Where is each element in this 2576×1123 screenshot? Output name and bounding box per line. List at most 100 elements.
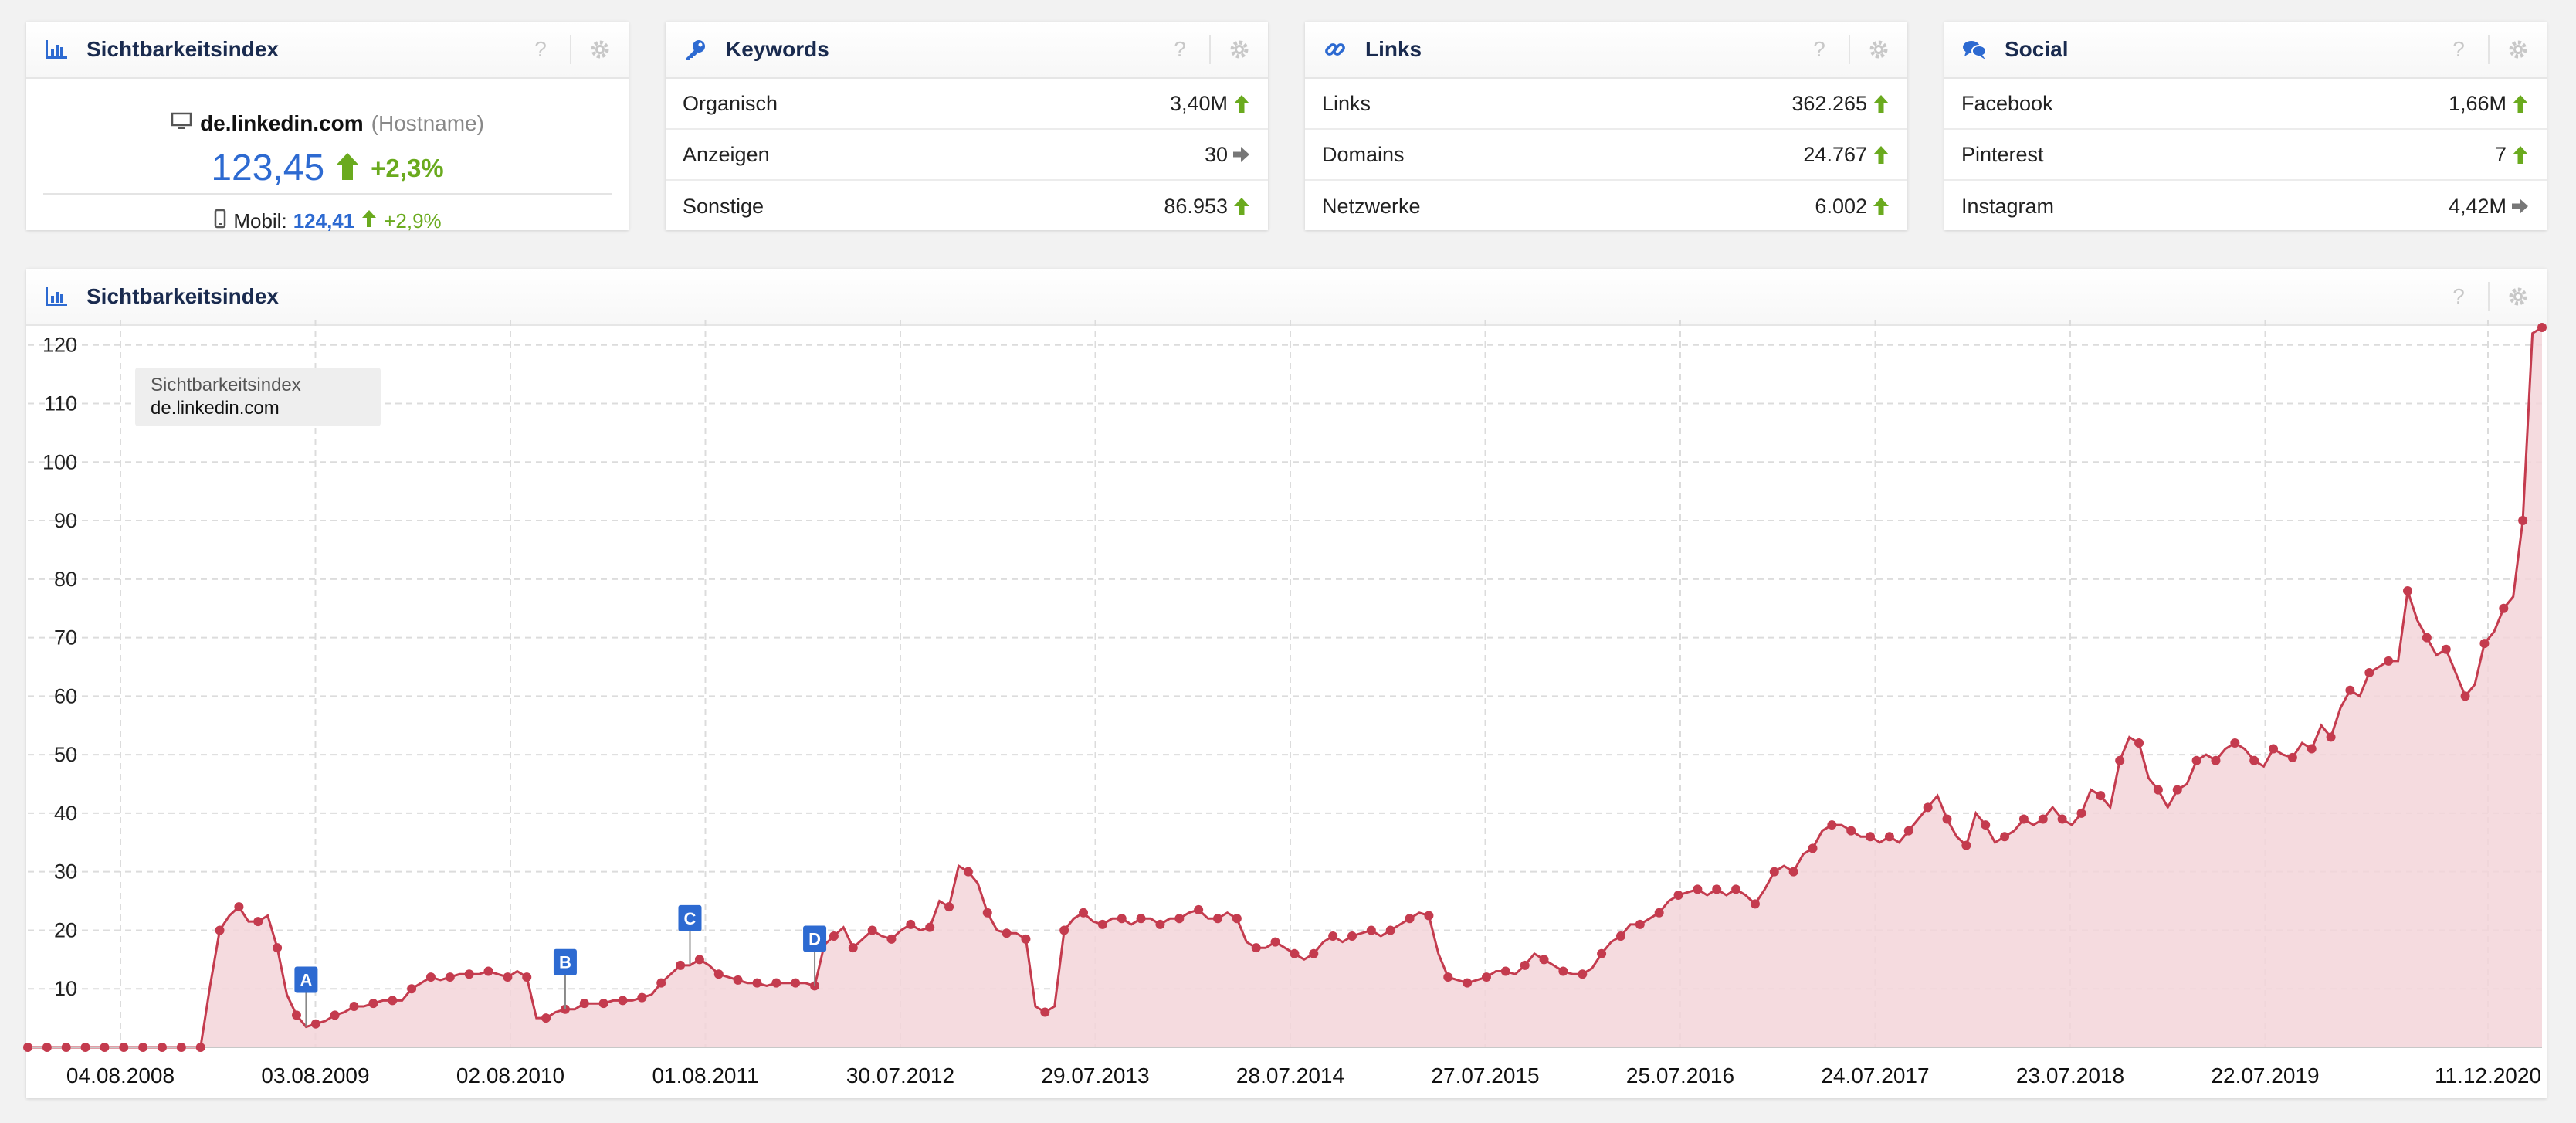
data-point (503, 972, 513, 982)
data-point (1942, 814, 1952, 824)
list-item: Pinterest 7 (1944, 130, 2547, 181)
visibility-card-title: Sichtbarkeitsindex (86, 37, 279, 61)
data-point (1693, 884, 1703, 894)
desktop-icon (171, 111, 192, 136)
row-label[interactable]: Organisch (683, 91, 778, 115)
arrow-up-icon (334, 151, 361, 185)
x-tick-label: 11.12.2020 (2435, 1064, 2541, 1087)
data-point (1002, 928, 1012, 938)
gear-icon[interactable] (1228, 38, 1251, 61)
data-point (637, 992, 647, 1003)
mobile-line: Mobil: 124,41 +2,9% (26, 209, 629, 234)
row-label[interactable]: Anzeigen (683, 142, 770, 166)
data-point (176, 1043, 186, 1052)
row-label[interactable]: Sonstige (683, 194, 764, 218)
data-point (2153, 785, 2163, 795)
links-card-title: Links (1365, 37, 1422, 61)
link-icon (1322, 36, 1348, 63)
y-tick-label: 100 (42, 450, 77, 473)
mobile-change: +2,9% (384, 209, 442, 232)
data-point (982, 908, 992, 918)
hostname[interactable]: de.linkedin.com (200, 111, 364, 135)
gear-icon[interactable] (588, 38, 612, 61)
data-point (2384, 656, 2394, 666)
links-rows: Links 362.265 Domains 24.767 Netzwerke 6… (1305, 79, 1907, 232)
gear-icon[interactable] (2507, 38, 2530, 61)
data-point (1040, 1007, 1050, 1017)
row-label[interactable]: Links (1322, 91, 1371, 115)
keywords-card: Keywords ? Organisch 3,40M Anzeigen 30 S… (666, 22, 1268, 230)
data-point (1481, 972, 1491, 982)
data-point (61, 1043, 71, 1052)
links-card: Links ? Links 362.265 Domains 24.767 Net… (1305, 22, 1907, 230)
data-point (1712, 884, 1722, 894)
row-value: 4,42M (2448, 194, 2507, 218)
social-rows: Facebook 1,66M Pinterest 7 Instagram 4,4… (1944, 79, 2547, 232)
x-tick-label: 04.08.2008 (66, 1064, 175, 1087)
data-point (733, 975, 743, 985)
data-point (1117, 914, 1127, 924)
x-tick-label: 23.07.2018 (2016, 1064, 2124, 1087)
data-point (2018, 814, 2029, 824)
event-marker-c (678, 904, 702, 931)
data-point (2460, 691, 2470, 701)
data-point (867, 925, 877, 935)
data-point (2269, 744, 2279, 754)
list-item: Links 362.265 (1305, 79, 1907, 130)
data-point (2076, 808, 2086, 818)
keywords-card-tools: ? (1164, 22, 1251, 77)
data-point (425, 972, 436, 982)
visibility-card: Sichtbarkeitsindex ? de.linkedin.com (Ho… (26, 22, 629, 233)
data-point (1884, 832, 1894, 842)
arrow-up-icon (1873, 95, 1889, 113)
data-point (388, 996, 398, 1006)
row-label[interactable]: Instagram (1961, 194, 2055, 218)
help-icon[interactable]: ? (2452, 284, 2465, 308)
visibility-card-body: de.linkedin.com (Hostname) 123,45 +2,3% … (26, 79, 629, 233)
data-point (1385, 925, 1395, 935)
row-label[interactable]: Pinterest (1961, 142, 2044, 166)
arrow-up-icon (1234, 95, 1249, 113)
help-icon[interactable]: ? (2452, 37, 2465, 61)
x-tick-label: 30.07.2012 (846, 1064, 954, 1087)
visibility-card-tools: ? (525, 22, 612, 77)
data-point (1615, 931, 1625, 941)
data-point (1309, 948, 1319, 958)
data-point (1443, 972, 1453, 982)
data-point (42, 1043, 52, 1052)
hostname-note: (Hostname) (371, 111, 484, 135)
row-label[interactable]: Domains (1322, 142, 1405, 166)
x-tick-label: 03.08.2009 (261, 1064, 369, 1087)
data-point (2191, 755, 2201, 765)
gear-icon[interactable] (2507, 285, 2530, 308)
data-point (330, 1010, 340, 1020)
data-point (1635, 919, 1645, 929)
y-tick-label: 10 (54, 977, 77, 1000)
gear-icon[interactable] (1867, 38, 1890, 61)
arrow-up-icon (361, 209, 378, 234)
data-point (253, 917, 263, 927)
data-point (886, 934, 897, 944)
list-item: Sonstige 86.953 (666, 181, 1268, 232)
data-point (2403, 585, 2413, 595)
data-point (1520, 960, 1530, 970)
help-icon[interactable]: ? (534, 37, 547, 61)
row-label[interactable]: Facebook (1961, 91, 2053, 115)
row-label[interactable]: Netzwerke (1322, 194, 1421, 218)
help-icon[interactable]: ? (1174, 37, 1186, 61)
data-point (2096, 791, 2106, 801)
key-icon (683, 36, 709, 63)
help-icon[interactable]: ? (1813, 37, 1825, 61)
data-point (963, 867, 973, 877)
data-point (1174, 914, 1185, 924)
data-point (2499, 603, 2509, 613)
chart-area (28, 327, 2542, 1047)
data-point (676, 960, 686, 970)
data-point (1769, 867, 1779, 877)
data-point (1366, 925, 1376, 935)
data-point (771, 978, 781, 988)
data-point (1558, 966, 1568, 976)
links-card-tools: ? (1804, 22, 1890, 77)
data-point (2230, 738, 2240, 748)
